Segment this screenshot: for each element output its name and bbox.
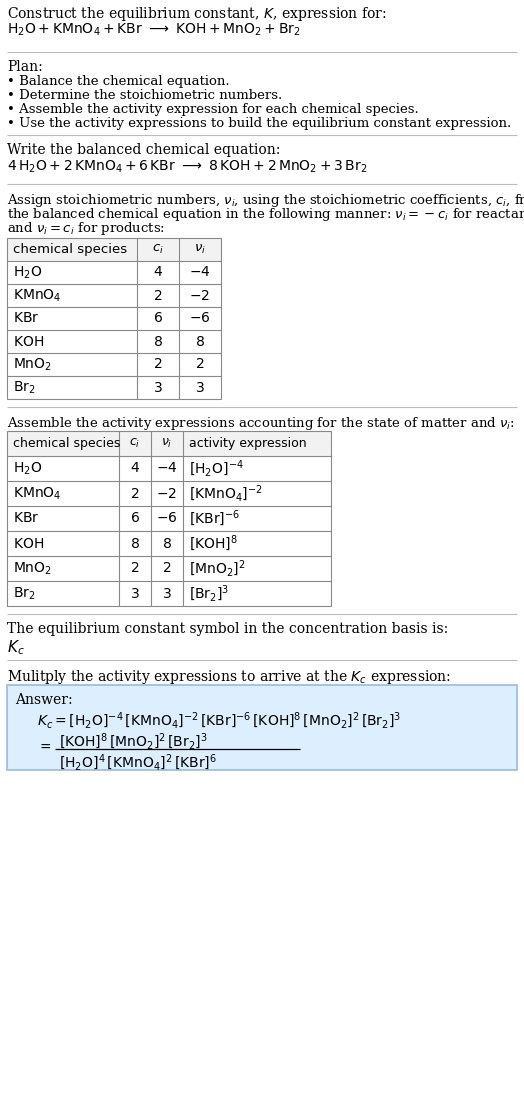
Text: 2: 2 (130, 561, 139, 576)
Bar (7, 431, 331, 606)
Text: and $\nu_i = c_i$ for products:: and $\nu_i = c_i$ for products: (7, 219, 165, 237)
Text: 8: 8 (162, 536, 171, 550)
Text: $=$: $=$ (37, 739, 52, 753)
Text: 3: 3 (154, 381, 162, 395)
Text: $[\mathrm{H_2O}]^{-4}$: $[\mathrm{H_2O}]^{-4}$ (189, 459, 244, 479)
Text: Plan:: Plan: (7, 60, 43, 74)
Text: $\mathrm{KBr}$: $\mathrm{KBr}$ (13, 311, 39, 325)
Text: $\mathrm{Br_2}$: $\mathrm{Br_2}$ (13, 586, 36, 602)
Text: $-2$: $-2$ (190, 289, 211, 302)
Text: $-6$: $-6$ (156, 512, 178, 525)
Text: 2: 2 (162, 561, 171, 576)
Text: • Assemble the activity expression for each chemical species.: • Assemble the activity expression for e… (7, 103, 419, 116)
Bar (7, 238, 221, 261)
Text: $-6$: $-6$ (189, 311, 211, 325)
Text: $[\mathrm{KOH}]^{8}\,[\mathrm{MnO_2}]^{2}\,[\mathrm{Br_2}]^{3}$: $[\mathrm{KOH}]^{8}\,[\mathrm{MnO_2}]^{2… (59, 732, 208, 752)
Text: • Use the activity expressions to build the equilibrium constant expression.: • Use the activity expressions to build … (7, 117, 511, 130)
Text: 8: 8 (154, 334, 162, 349)
Text: 6: 6 (154, 311, 162, 325)
Text: $-4$: $-4$ (156, 461, 178, 475)
Text: 8: 8 (195, 334, 204, 349)
Text: Mulitply the activity expressions to arrive at the $K_c$ expression:: Mulitply the activity expressions to arr… (7, 668, 451, 686)
Text: $\mathrm{4\,H_2O + 2\,KMnO_4 + 6\,KBr\ \longrightarrow\ 8\,KOH + 2\,MnO_2 + 3\,B: $\mathrm{4\,H_2O + 2\,KMnO_4 + 6\,KBr\ \… (7, 159, 367, 175)
Text: Construct the equilibrium constant, $K$, expression for:: Construct the equilibrium constant, $K$,… (7, 6, 387, 23)
Text: $\mathrm{KMnO_4}$: $\mathrm{KMnO_4}$ (13, 287, 61, 303)
Text: $c_i$: $c_i$ (152, 243, 164, 256)
Text: $\mathrm{KOH}$: $\mathrm{KOH}$ (13, 536, 44, 550)
Text: the balanced chemical equation in the following manner: $\nu_i = -c_i$ for react: the balanced chemical equation in the fo… (7, 206, 524, 223)
Text: • Balance the chemical equation.: • Balance the chemical equation. (7, 75, 230, 88)
Text: activity expression: activity expression (189, 437, 307, 450)
Text: $[\mathrm{MnO_2}]^{2}$: $[\mathrm{MnO_2}]^{2}$ (189, 558, 246, 579)
Text: $\mathrm{H_2O + KMnO_4 + KBr\ \longrightarrow\ KOH + MnO_2 + Br_2}$: $\mathrm{H_2O + KMnO_4 + KBr\ \longright… (7, 22, 301, 39)
Text: $\mathrm{H_2O}$: $\mathrm{H_2O}$ (13, 265, 42, 280)
Text: $\mathrm{KBr}$: $\mathrm{KBr}$ (13, 512, 39, 525)
Text: 3: 3 (130, 587, 139, 600)
Text: $\mathrm{KMnO_4}$: $\mathrm{KMnO_4}$ (13, 485, 61, 502)
Text: $[\mathrm{Br_2}]^{3}$: $[\mathrm{Br_2}]^{3}$ (189, 583, 230, 603)
Text: $\mathrm{Br_2}$: $\mathrm{Br_2}$ (13, 379, 36, 396)
Text: $-4$: $-4$ (189, 266, 211, 279)
Text: $c_i$: $c_i$ (129, 437, 140, 450)
Text: $K_c = [\mathrm{H_2O}]^{-4}\,[\mathrm{KMnO_4}]^{-2}\,[\mathrm{KBr}]^{-6}\,[\math: $K_c = [\mathrm{H_2O}]^{-4}\,[\mathrm{KM… (37, 711, 401, 731)
Bar (7, 431, 331, 456)
Text: 3: 3 (162, 587, 171, 600)
Text: • Determine the stoichiometric numbers.: • Determine the stoichiometric numbers. (7, 89, 282, 101)
Text: 2: 2 (195, 357, 204, 372)
Bar (7, 238, 221, 399)
Text: 4: 4 (130, 461, 139, 475)
Text: $[\mathrm{H_2O}]^{4}\,[\mathrm{KMnO_4}]^{2}\,[\mathrm{KBr}]^{6}$: $[\mathrm{H_2O}]^{4}\,[\mathrm{KMnO_4}]^… (59, 753, 217, 773)
Text: The equilibrium constant symbol in the concentration basis is:: The equilibrium constant symbol in the c… (7, 622, 448, 636)
Text: 2: 2 (154, 357, 162, 372)
Bar (7, 685, 517, 770)
Text: Write the balanced chemical equation:: Write the balanced chemical equation: (7, 143, 280, 157)
Text: $[\mathrm{KOH}]^{8}$: $[\mathrm{KOH}]^{8}$ (189, 534, 238, 554)
Text: $\mathrm{H_2O}$: $\mathrm{H_2O}$ (13, 460, 42, 476)
Text: $[\mathrm{KMnO_4}]^{-2}$: $[\mathrm{KMnO_4}]^{-2}$ (189, 483, 263, 504)
Text: $\nu_i$: $\nu_i$ (161, 437, 173, 450)
Text: $\nu_i$: $\nu_i$ (194, 243, 206, 256)
Text: $\mathrm{MnO_2}$: $\mathrm{MnO_2}$ (13, 560, 52, 577)
Text: $\mathrm{MnO_2}$: $\mathrm{MnO_2}$ (13, 356, 52, 373)
Text: 2: 2 (154, 289, 162, 302)
Text: Assign stoichiometric numbers, $\nu_i$, using the stoichiometric coefficients, $: Assign stoichiometric numbers, $\nu_i$, … (7, 192, 524, 208)
Text: Answer:: Answer: (15, 693, 73, 707)
Text: 6: 6 (130, 512, 139, 525)
Text: 2: 2 (130, 486, 139, 501)
Text: chemical species: chemical species (13, 437, 121, 450)
Text: $K_c$: $K_c$ (7, 638, 25, 656)
Text: chemical species: chemical species (13, 243, 127, 256)
Text: 8: 8 (130, 536, 139, 550)
Text: Assemble the activity expressions accounting for the state of matter and $\nu_i$: Assemble the activity expressions accoun… (7, 415, 515, 432)
Text: $-2$: $-2$ (157, 486, 178, 501)
Text: $\mathrm{KOH}$: $\mathrm{KOH}$ (13, 334, 44, 349)
Text: 4: 4 (154, 266, 162, 279)
Text: $[\mathrm{KBr}]^{-6}$: $[\mathrm{KBr}]^{-6}$ (189, 508, 240, 528)
Text: 3: 3 (195, 381, 204, 395)
